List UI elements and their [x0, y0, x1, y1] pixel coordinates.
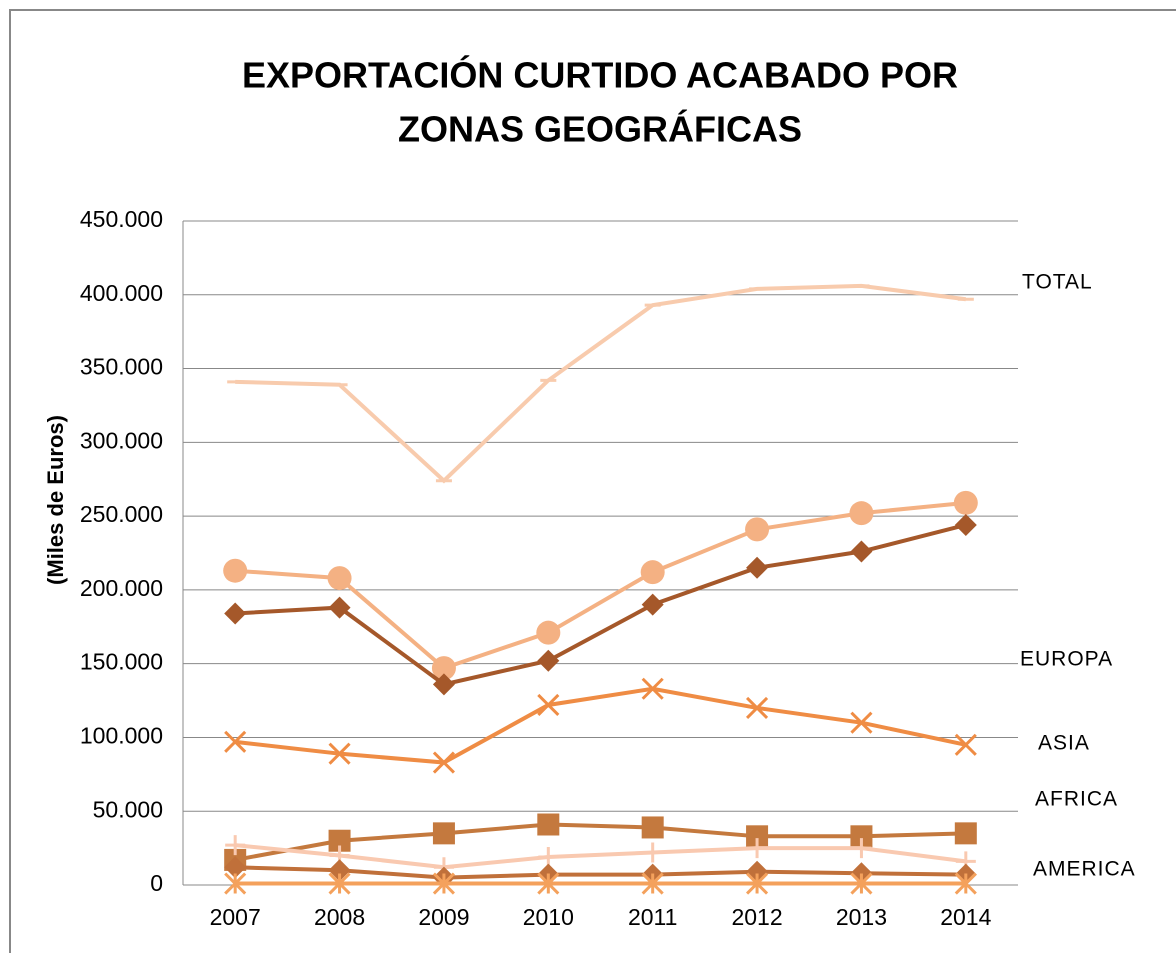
marker — [328, 742, 351, 765]
marker — [224, 872, 247, 895]
marker — [746, 825, 769, 848]
marker — [746, 696, 769, 719]
x-tick-label: 2007 — [210, 904, 261, 930]
series-line — [235, 500, 967, 671]
y-tick-label: 300.000 — [80, 427, 163, 453]
marker — [641, 816, 664, 839]
x-tick-label: 2008 — [314, 904, 365, 930]
series-line — [235, 865, 966, 880]
marker — [328, 596, 351, 619]
marker — [954, 513, 977, 536]
marker — [850, 825, 873, 848]
y-tick-label: 50.000 — [93, 796, 163, 822]
x-tick-label: 2014 — [940, 904, 991, 930]
marker — [432, 872, 455, 895]
marker — [954, 872, 977, 895]
y-tick-label: 0 — [150, 870, 163, 896]
marker — [432, 822, 455, 845]
marker — [537, 872, 560, 895]
marker — [225, 835, 246, 856]
marker — [850, 540, 873, 563]
chart-frame — [9, 9, 1176, 953]
marker — [431, 656, 456, 681]
marker — [641, 872, 664, 895]
marker — [538, 846, 559, 867]
x-tick-label: 2012 — [731, 904, 782, 930]
marker — [224, 730, 247, 753]
series-line — [234, 822, 966, 862]
x-tick-label: 2013 — [836, 904, 887, 930]
y-axis-title: (Miles de Euros) — [43, 415, 68, 585]
y-tick-label: 350.000 — [80, 354, 163, 380]
marker — [537, 649, 560, 672]
y-tick-label: 250.000 — [80, 501, 163, 527]
marker — [745, 517, 770, 542]
marker — [849, 501, 874, 526]
series-line — [235, 523, 967, 687]
x-tick-label: 2011 — [628, 904, 677, 930]
marker — [641, 593, 664, 616]
series-line — [234, 686, 967, 765]
annotation: AFRICA — [1035, 788, 1118, 811]
marker — [223, 558, 248, 583]
marker — [537, 813, 560, 836]
marker — [953, 490, 978, 515]
series-line — [235, 283, 967, 484]
marker — [537, 693, 560, 717]
series-line — [234, 843, 967, 870]
marker — [641, 677, 664, 700]
marker — [954, 733, 977, 756]
x-tick-label: 2009 — [418, 904, 469, 930]
marker — [224, 602, 247, 625]
marker — [328, 829, 351, 852]
marker — [747, 838, 768, 859]
marker — [642, 842, 663, 863]
y-tick-label: 400.000 — [80, 280, 163, 306]
annotation: ASIA — [1038, 732, 1090, 755]
annotation: EUROPA — [1020, 648, 1113, 671]
marker — [851, 838, 872, 859]
marker — [224, 856, 247, 879]
marker — [746, 556, 769, 579]
marker — [328, 872, 351, 895]
marker — [328, 859, 351, 882]
y-tick-label: 200.000 — [80, 575, 163, 601]
y-tick-label: 150.000 — [80, 649, 163, 675]
marker — [432, 751, 455, 774]
annotation: TOTAL — [1022, 271, 1093, 294]
marker — [954, 822, 977, 845]
chart-title: ZONAS GEOGRÁFICAS — [398, 109, 802, 150]
annotation: AMERICA — [1033, 858, 1136, 881]
marker — [432, 673, 455, 696]
marker — [327, 566, 352, 591]
chart-title: EXPORTACIÓN CURTIDO ACABADO POR — [242, 54, 958, 96]
marker — [850, 872, 873, 895]
x-tick-label: 2010 — [523, 904, 574, 930]
marker — [536, 620, 561, 645]
marker — [746, 872, 769, 895]
y-tick-label: 450.000 — [80, 206, 163, 232]
marker — [640, 560, 665, 585]
y-tick-label: 100.000 — [80, 723, 163, 749]
marker — [850, 711, 873, 734]
